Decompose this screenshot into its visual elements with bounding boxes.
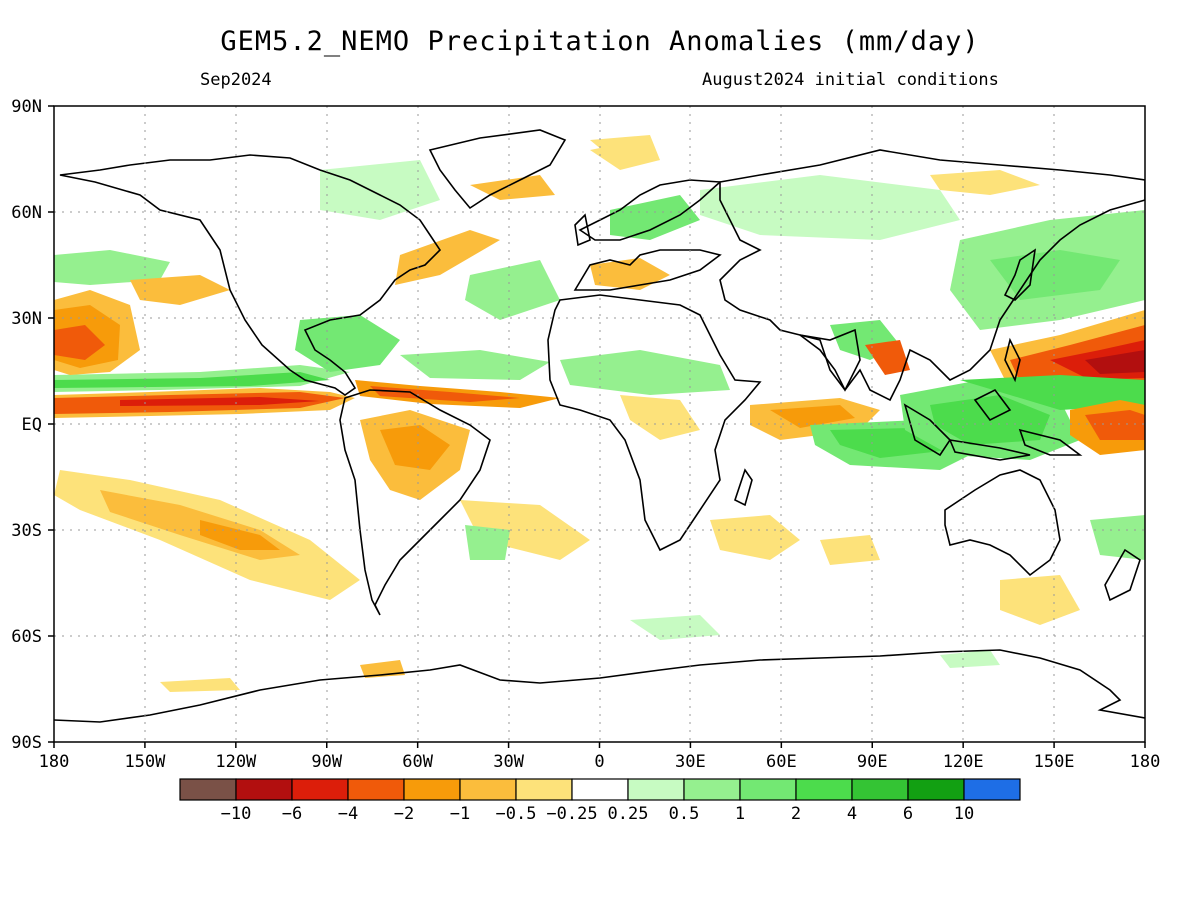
colorbar-label: 4 [847,804,857,824]
lat-label: 90S [11,733,42,753]
map-title: GEM5.2_NEMO Precipitation Anomalies (mm/… [220,26,980,57]
colorbar-swatch [235,778,293,801]
coastlines [54,129,1145,723]
initial-conditions-label: August2024 initial conditions [702,70,999,90]
lon-label: 90W [311,752,342,772]
lon-label: 30W [493,752,524,772]
colorbar-swatch [571,778,629,801]
colorbar-swatch [795,778,853,801]
colorbar-swatch [459,778,517,801]
colorbar-label: −10 [221,804,252,824]
colorbar-label: −6 [282,804,302,824]
colorbar-swatch [403,778,461,801]
longitude-axis: 180 150W 120W 90W 60W 30W 0 30E 60E 90E 120E 150E 18… [39,742,1161,772]
colorbar-label: 0.25 [608,804,649,824]
colorbar-swatch [683,778,741,801]
colorbar-swatch [291,778,349,801]
valid-month-label: Sep2024 [200,70,272,90]
colorbar-label: −4 [338,804,358,824]
colorbar-swatch [179,778,237,801]
colorbar-swatch [627,778,685,801]
lat-label: 30N [11,309,42,329]
colorbar-label: 0.5 [669,804,700,824]
colorbar-label: 2 [791,804,801,824]
lat-label: 90N [11,97,42,117]
lon-label: 0 [594,752,604,772]
colorbar-label: 6 [903,804,913,824]
colorbar-label: −1 [450,804,470,824]
colorbar-labels: −10 −6 −4 −2 −1 −0.5 −0.25 0.25 0.5 1 2 4 6 10 [221,804,975,824]
graticule [54,106,1145,742]
latitude-axis: 90N 60N 30N EQ 30S 60S 90S [11,97,54,753]
lat-label: 30S [11,521,42,541]
colorbar-swatch [851,778,909,801]
colorbar-label: −2 [394,804,414,824]
lon-label: 90E [857,752,888,772]
colorbar-label: 10 [954,804,974,824]
lon-label: 30E [675,752,706,772]
lon-label: 60W [402,752,433,772]
lat-label: 60S [11,627,42,647]
colorbar-swatch [963,778,1021,801]
colorbar-swatch [907,778,965,801]
lon-label: 150E [1034,752,1075,772]
lon-label: 150W [124,752,166,772]
colorbar-label: −0.25 [546,804,597,824]
colorbar-swatch [739,778,797,801]
map-area [54,106,1145,742]
lon-label: 60E [766,752,797,772]
lon-label: 180 [39,752,70,772]
lon-label: 120W [215,752,257,772]
lon-label: 180 [1130,752,1161,772]
colorbar-swatch [515,778,573,801]
colorbar [179,778,1021,801]
lat-label: 60N [11,203,42,223]
colorbar-swatch [347,778,405,801]
lon-label: 120E [943,752,984,772]
colorbar-label: −0.5 [496,804,537,824]
colorbar-label: 1 [735,804,745,824]
lat-label: EQ [22,415,42,435]
